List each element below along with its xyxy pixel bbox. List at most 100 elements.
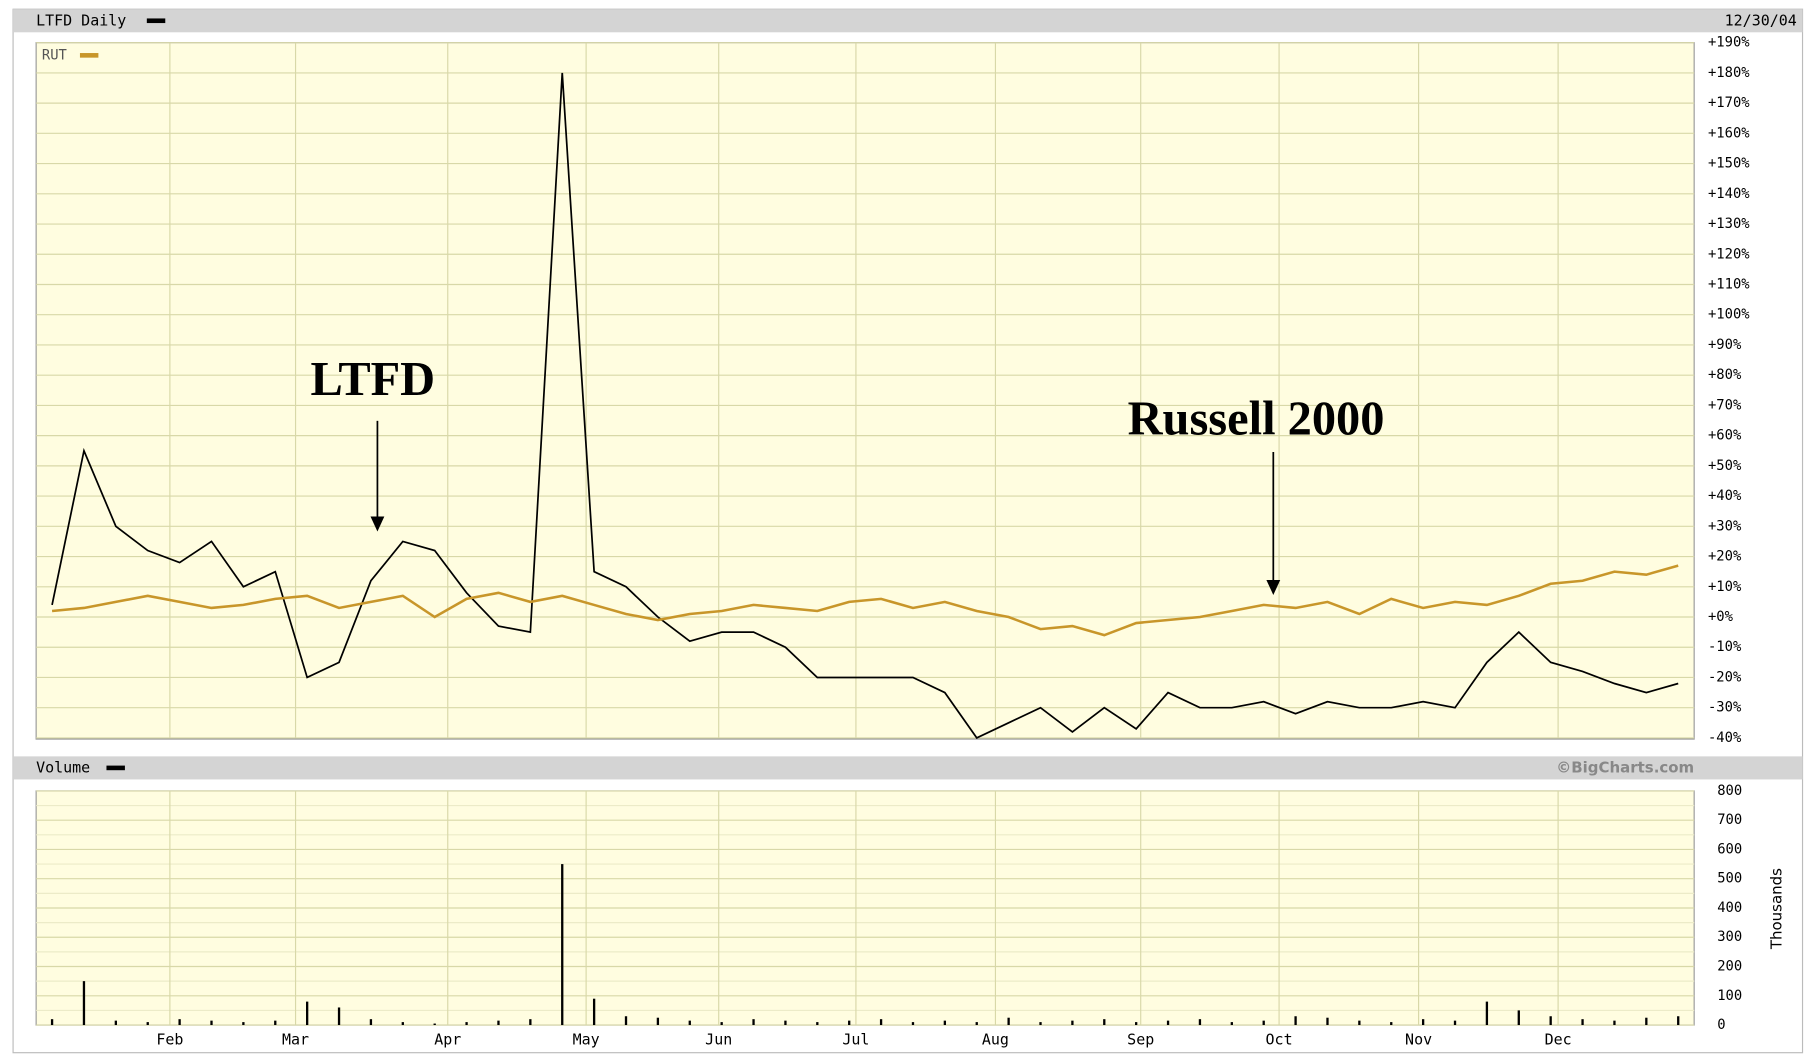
volume-bar [1294,1016,1297,1026]
legend-swatch [106,765,125,771]
volume-bar [624,1016,628,1026]
volume-bar [1007,1017,1010,1026]
volume-bar [1198,1019,1202,1026]
volume-bar [210,1020,213,1026]
volume-bar [561,864,564,1026]
volume-title: Volume [36,758,90,776]
volume-bar [529,1019,532,1026]
x-tick-label: Jul [842,1031,869,1049]
volume-bar [1135,1022,1138,1026]
legend-swatch [79,53,99,58]
volume-bar [752,1019,755,1026]
volume-tick-label: 600 [1717,841,1742,857]
y-tick-label: +130% [1708,216,1750,232]
y-tick-label: +30% [1708,518,1742,534]
volume-bar [943,1020,947,1026]
volume-bar [497,1020,500,1026]
volume-bar [1166,1020,1170,1026]
y-tick-label: +190% [1708,35,1750,51]
volume-bar [1485,1001,1489,1026]
volume-bar [816,1022,819,1026]
volume-bar [1645,1017,1648,1026]
volume-bar [1358,1020,1361,1026]
volume-bar [1390,1022,1393,1026]
annotation: Russell 2000 [1128,392,1385,445]
volume-bar [1071,1020,1074,1026]
annotation: LTFD [310,353,435,406]
y-tick-label: +100% [1708,307,1750,323]
volume-tick-label: 400 [1717,900,1742,916]
volume-tick-label: 800 [1717,783,1742,799]
date-label: 12/30/04 [1725,11,1797,29]
y-tick-label: +0% [1708,609,1734,625]
volume-bar [1613,1020,1616,1026]
y-tick-label: +120% [1708,246,1750,262]
x-tick-label: May [573,1031,600,1049]
volume-bar [465,1022,468,1026]
x-tick-label: Dec [1545,1031,1572,1049]
x-tick-label: Nov [1405,1031,1432,1049]
y-tick-label: +150% [1708,156,1750,172]
y-tick-label: +50% [1708,458,1742,474]
y-tick-label: +20% [1708,549,1742,565]
volume-bar [1581,1019,1584,1026]
volume-bar [911,1022,915,1026]
volume-bar [146,1022,149,1026]
x-tick-label: Apr [434,1031,461,1049]
arrow-head [1266,579,1281,595]
volume-bar [82,981,86,1026]
header-bar [13,9,1803,33]
volume-bar [1421,1019,1425,1026]
y-tick-label: -10% [1708,639,1742,655]
x-tick-label: Mar [282,1031,309,1049]
volume-bar [975,1022,978,1026]
volume-bar [369,1019,373,1026]
volume-bar [592,998,596,1026]
volume-bar [1230,1022,1233,1026]
y-tick-label: +180% [1708,65,1750,81]
x-tick-label: Jun [705,1031,732,1049]
volume-tick-label: 100 [1717,988,1742,1004]
volume-bar [306,1001,309,1026]
y-tick-label: +160% [1708,125,1750,141]
volume-bar [1103,1019,1106,1026]
volume-bar [242,1022,245,1026]
volume-bar [114,1020,117,1026]
y-tick-label: +60% [1708,428,1742,444]
volume-bar [1326,1017,1329,1026]
volume-bar [13,756,1803,780]
legend-swatch [146,18,166,24]
volume-bar [274,1020,277,1026]
volume-bar [688,1020,691,1026]
y-tick-label: -30% [1708,700,1742,716]
series-line [51,72,1679,740]
volume-bar [720,1022,723,1026]
y-tick-label: -20% [1708,669,1742,685]
volume-bar [784,1020,787,1026]
volume-bar [1549,1016,1552,1026]
y-tick-label: -40% [1708,730,1742,746]
y-tick-label: +80% [1708,367,1742,383]
volume-bar [848,1020,851,1026]
y-tick-label: +110% [1708,276,1750,292]
volume-bar [337,1007,341,1026]
x-tick-label: Oct [1266,1031,1293,1049]
volume-bar [656,1017,660,1026]
volume-axis-label: Thousands [1768,868,1786,950]
volume-bar [1677,1016,1680,1026]
y-tick-label: +40% [1708,488,1742,504]
volume-bar [401,1022,404,1026]
volume-bar [178,1019,181,1026]
volume-bar [1517,1010,1520,1026]
volume-bar [1262,1020,1265,1026]
volume-tick-label: 200 [1717,959,1742,975]
x-tick-label: Aug [982,1031,1009,1049]
volume-bar [50,1019,54,1026]
x-tick-label: Feb [156,1031,183,1049]
chart-title: LTFD Daily [36,11,126,29]
volume-bar [879,1019,883,1026]
volume-tick-label: 700 [1717,812,1742,828]
volume-bar [1039,1022,1042,1026]
y-tick-label: +170% [1708,95,1750,111]
